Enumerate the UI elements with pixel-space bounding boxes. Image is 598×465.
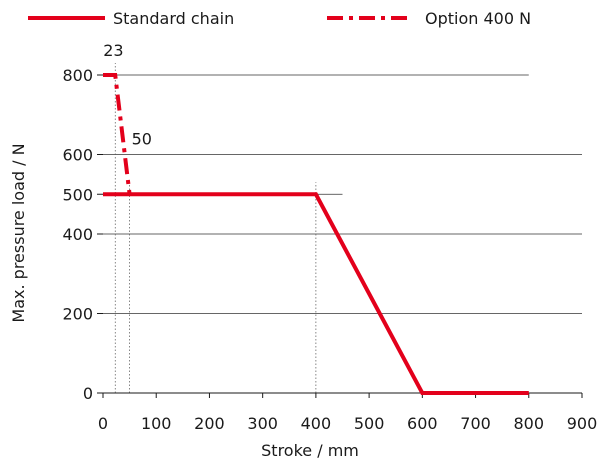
series: [103, 73, 529, 395]
x-tick-label-800: 800: [514, 414, 545, 433]
y-axis-label: Max. pressure load / N: [9, 143, 28, 322]
guide-lines: [114, 63, 317, 393]
x-tick-label-600: 600: [407, 414, 438, 433]
y-tick-label-600: 600: [62, 146, 93, 165]
x-tick-label-500: 500: [354, 414, 385, 433]
annotations: 23 50: [103, 41, 152, 149]
x-tick-labels: 0 100 200 300 400 500 600 700 800 900: [98, 393, 597, 433]
x-tick-label-400: 400: [301, 414, 332, 433]
x-tick-label-0: 0: [98, 414, 108, 433]
y-tick-label-0: 0: [83, 384, 93, 403]
legend-label-standard-chain: Standard chain: [113, 9, 234, 28]
x-tick-label-700: 700: [460, 414, 491, 433]
y-tick-label-200: 200: [62, 305, 93, 324]
annotation-23: 23: [103, 41, 123, 60]
legend: Standard chain Option 400 N: [28, 9, 531, 28]
series-line-standard-chain: [103, 192, 529, 395]
legend-label-option-400n: Option 400 N: [425, 9, 531, 28]
y-tick-label-500: 500: [62, 185, 93, 204]
y-tick-label-400: 400: [62, 225, 93, 244]
x-axis-label: Stroke / mm: [261, 441, 359, 460]
x-tick-label-900: 900: [567, 414, 598, 433]
x-tick-label-300: 300: [247, 414, 278, 433]
y-tick-label-800: 800: [62, 66, 93, 85]
x-tick-label-200: 200: [194, 414, 225, 433]
x-tick-label-100: 100: [141, 414, 172, 433]
annotation-50: 50: [132, 130, 152, 149]
series-line-option-400-n: [103, 73, 132, 195]
y-tick-labels: 0 200 400 500 600 800: [62, 66, 103, 403]
